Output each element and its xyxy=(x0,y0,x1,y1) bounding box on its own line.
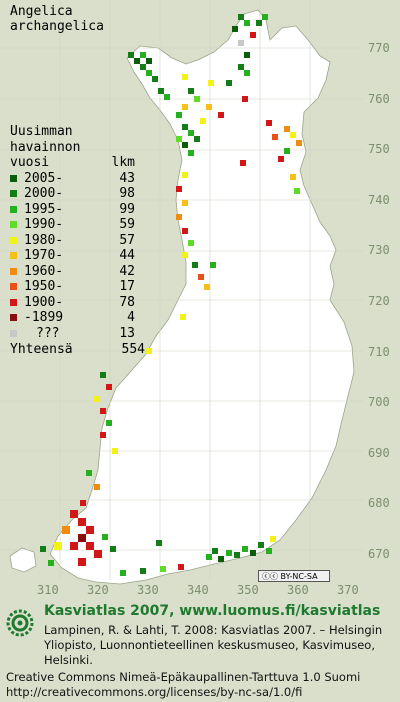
legend-row: 1950- 17 xyxy=(10,279,145,295)
y-axis-tick-label: 680 xyxy=(368,496,390,511)
x-axis-tick-label: 370 xyxy=(337,583,359,597)
legend-row: -1899 4 xyxy=(10,310,145,326)
legend-period-label: 1970- xyxy=(24,248,64,263)
legend-period-count: 4 xyxy=(127,310,135,325)
y-axis-tick-label: 750 xyxy=(368,142,390,157)
legend-swatch xyxy=(10,236,17,244)
legend-period-count: 13 xyxy=(119,325,135,341)
legend-period-label: 2005- xyxy=(24,170,64,186)
legend-row: ??? 13 xyxy=(10,326,145,342)
cc-license-badge: ⓒⓒ BY-NC-SA xyxy=(258,570,330,582)
legend-col-count: lkm xyxy=(111,155,135,170)
x-axis-tick-label: 320 xyxy=(87,583,109,597)
y-axis-tick-label: 740 xyxy=(368,192,390,207)
y-axis-tick-label: 690 xyxy=(368,445,390,460)
legend-period-count: 78 xyxy=(119,294,135,310)
legend-period-label: 1980- xyxy=(24,232,64,248)
aland-islands xyxy=(9,547,37,573)
species-epithet: archangelica xyxy=(10,19,104,34)
x-axis-tick-label: 330 xyxy=(137,583,159,597)
legend-rows: 2005- 43 2000- 98 1995- 99 1990- 59 1980- 57 1970-… xyxy=(10,171,145,342)
legend-period-count: 42 xyxy=(119,263,135,279)
legend-column-headers: vuosi lkm xyxy=(10,155,145,171)
legend-period-count: 59 xyxy=(119,217,135,232)
observation-squares xyxy=(40,14,302,576)
y-axis-tick-label: 760 xyxy=(368,91,390,106)
legend-swatch xyxy=(10,205,17,213)
distribution-map xyxy=(0,0,364,585)
legend-period-label: 1990- xyxy=(24,217,64,232)
legend-row: 1970- 44 xyxy=(10,248,145,264)
footer-license-name: Creative Commons Nimeä-Epäkaupallinen-Ta… xyxy=(6,670,361,684)
legend-period-count: 17 xyxy=(119,279,135,294)
x-axis-tick-label: 310 xyxy=(37,583,59,597)
legend-period-label: -1899 xyxy=(24,310,64,325)
legend-period-label: 1960- xyxy=(24,263,64,279)
cc-icon: ⓒⓒ xyxy=(262,572,278,581)
x-axis-tick-label: 340 xyxy=(187,583,209,597)
cc-badge-text: BY-NC-SA xyxy=(280,572,318,581)
finland-landmass xyxy=(49,9,355,585)
map-grid xyxy=(0,0,364,580)
footer-license-url[interactable]: http://creativecommons.org/licenses/by-n… xyxy=(6,685,303,699)
x-axis-tick-label: 360 xyxy=(287,583,309,597)
legend-period-count: 43 xyxy=(119,170,135,186)
y-axis-tick-label: 700 xyxy=(368,395,390,410)
legend-swatch xyxy=(10,190,17,197)
y-axis-tick-label: 770 xyxy=(368,41,390,55)
legend-row: 1995- 99 xyxy=(10,202,145,218)
legend-row: 1980- 57 xyxy=(10,233,145,249)
legend-swatch xyxy=(10,174,17,182)
legend-period-count: 99 xyxy=(119,201,135,217)
species-name: Angelica archangelica xyxy=(10,4,104,34)
legend-swatch xyxy=(10,329,17,337)
legend-swatch xyxy=(10,252,17,259)
legend-swatch xyxy=(10,267,17,275)
legend-row: 2005- 43 xyxy=(10,171,145,187)
legend-period-label: ??? xyxy=(36,325,60,341)
legend-swatch xyxy=(10,221,17,228)
legend-period-label: 1900- xyxy=(24,294,64,310)
legend-header-line1: Uusimman xyxy=(10,124,73,139)
legend-total: Yhteensä 554 xyxy=(10,342,145,358)
legend-swatch xyxy=(10,314,17,321)
y-axis-tick-label: 710 xyxy=(368,344,390,359)
legend-row: 1960- 42 xyxy=(10,264,145,280)
legend-period-count: 44 xyxy=(119,248,135,263)
footer-title: Kasviatlas 2007, www.luomus.fi/kasviatla… xyxy=(44,603,381,619)
y-axis-tick-label: 670 xyxy=(368,547,390,561)
legend-col-year: vuosi xyxy=(10,155,50,170)
legend-period-label: 1995- xyxy=(24,201,64,217)
y-axis-tick-label: 730 xyxy=(368,243,390,258)
species-genus: Angelica xyxy=(10,4,73,19)
legend-total-label: Yhteensä xyxy=(10,342,73,357)
legend: Uusimman havainnon vuosi lkm 2005- 43 2000… xyxy=(10,124,145,358)
kasviatlas-spiral-logo-icon xyxy=(6,609,34,637)
legend-swatch xyxy=(10,283,17,290)
y-axis-tick-label: 720 xyxy=(368,294,390,308)
legend-header-line2: havainnon xyxy=(10,139,81,155)
legend-period-label: 2000- xyxy=(24,186,64,201)
legend-row: 2000- 98 xyxy=(10,186,145,202)
x-axis-tick-label: 350 xyxy=(237,583,259,597)
footer-license: Creative Commons Nimeä-Epäkaupallinen-Ta… xyxy=(6,670,396,700)
legend-period-count: 57 xyxy=(119,232,135,248)
legend-row: 1900- 78 xyxy=(10,295,145,311)
footer-citation: Lampinen, R. & Lahti, T. 2008: Kasviatla… xyxy=(44,623,383,667)
legend-period-label: 1950- xyxy=(24,279,64,294)
legend-swatch xyxy=(10,298,17,306)
legend-row: 1990- 59 xyxy=(10,217,145,233)
legend-total-count: 554 xyxy=(121,342,145,357)
legend-period-count: 98 xyxy=(119,186,135,201)
